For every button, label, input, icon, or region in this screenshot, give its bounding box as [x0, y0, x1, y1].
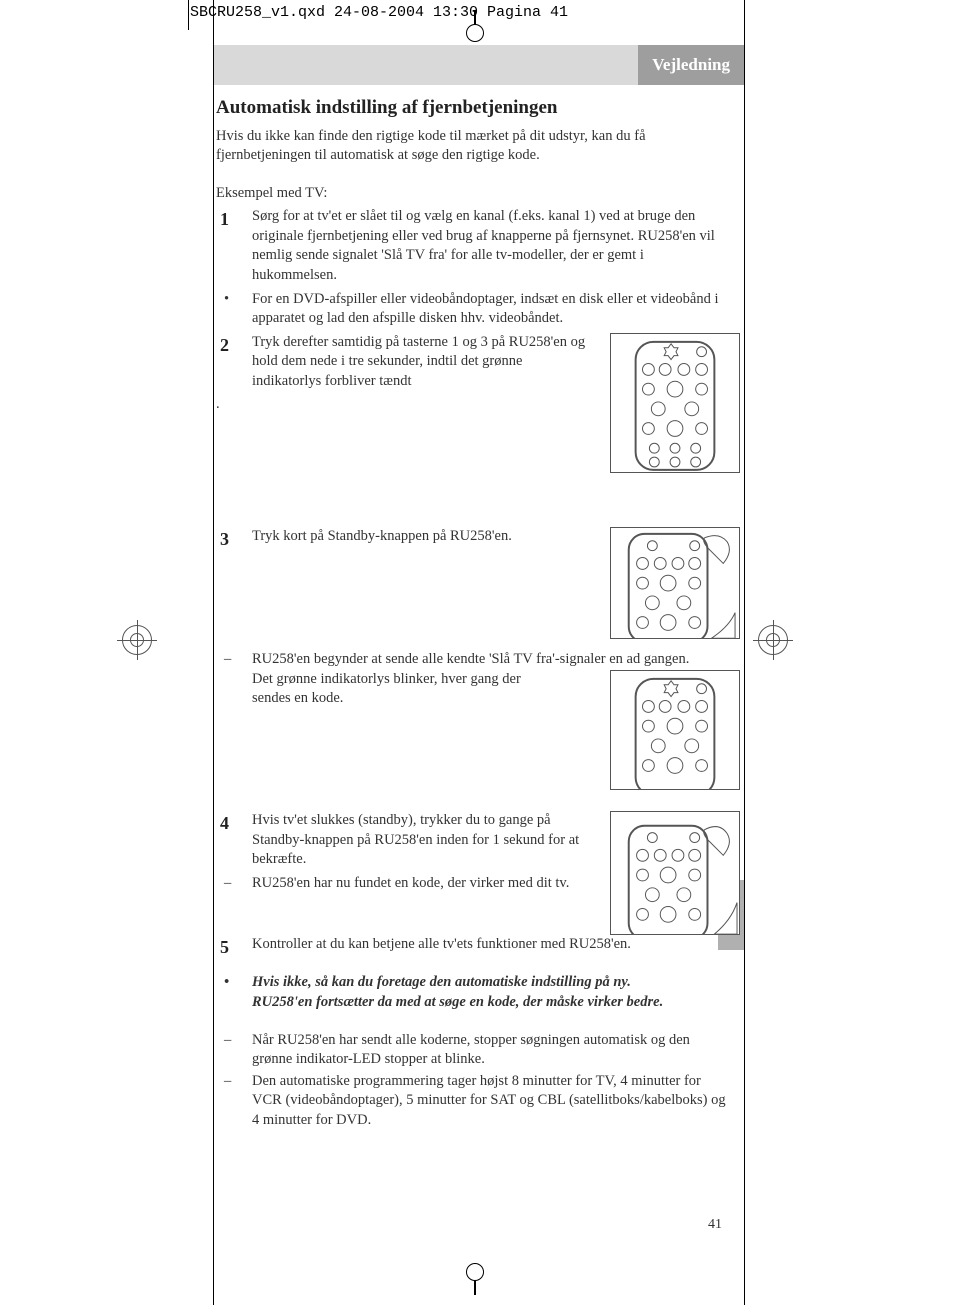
step-number: 1: [216, 207, 252, 285]
step-1: 1 Sørg for at tv'et er slået til og vælg…: [216, 207, 740, 285]
dash-mark: –: [216, 1031, 252, 1070]
bullet-text: For en DVD-afspiller eller videobåndopta…: [252, 290, 732, 329]
dash-body: RU258'en begynder at sende alle kendte '…: [252, 650, 740, 709]
dash-row: – RU258'en begynder at sende alle kendte…: [216, 650, 740, 709]
step-4: 4 Hvis tv'et slukkes (standby), trykker …: [216, 811, 740, 870]
crop-line-right: [744, 0, 745, 1305]
intro-text: Hvis du ikke kan finde den rigtige kode …: [216, 127, 740, 166]
crop-line-left: [213, 0, 214, 1305]
step-3: 3 Tryk kort på Standby-knappen på RU258'…: [216, 527, 740, 551]
remote-hand-illustration: [610, 811, 740, 935]
step-number: 2: [216, 333, 252, 392]
dash-text-line2: Det grønne indikatorlys blinker, hver ga…: [252, 670, 552, 709]
bullet-mark: •: [216, 973, 252, 1012]
step-text: Sørg for at tv'et er slået til og vælg e…: [252, 207, 732, 285]
page-content: Automatisk indstilling af fjernbetjening…: [216, 95, 740, 1132]
step-number: 5: [216, 935, 252, 959]
step-number: 4: [216, 811, 252, 870]
bullet-row: • For en DVD-afspiller eller videobåndop…: [216, 290, 740, 329]
dash-row: – Den automatiske programmering tager hø…: [216, 1072, 740, 1131]
step-text: Kontroller at du kan betjene alle tv'ets…: [252, 935, 732, 959]
dash-mark: –: [216, 874, 252, 894]
bold-bullet-row: • Hvis ikke, så kan du foretage den auto…: [216, 973, 740, 1012]
remote-illustration: [610, 670, 740, 790]
step-5: 5 Kontroller at du kan betjene alle tv'e…: [216, 935, 740, 959]
step-text: Tryk kort på Standby-knappen på RU258'en…: [252, 527, 592, 551]
dash-text: RU258'en har nu fundet en kode, der virk…: [252, 874, 592, 894]
crop-mark-top: [460, 10, 490, 40]
dash-mark: –: [216, 1072, 252, 1131]
step-text: Hvis tv'et slukkes (standby), trykker du…: [252, 811, 592, 870]
example-label: Eksempel med TV:: [216, 184, 740, 204]
section-title: Automatisk indstilling af fjernbetjening…: [216, 95, 740, 121]
crop-mark-bottom: [460, 1265, 490, 1295]
step-2: 2 Tryk derefter samtidig på tasterne 1 o…: [216, 333, 740, 392]
dash-text: Når RU258'en har sendt alle koderne, sto…: [252, 1031, 732, 1070]
crop-line: [188, 0, 189, 30]
dash-row: – Når RU258'en har sendt alle koderne, s…: [216, 1031, 740, 1070]
remote-illustration: [610, 333, 740, 473]
dash-text-line1: RU258'en begynder at sende alle kendte '…: [252, 650, 740, 670]
step-number: 3: [216, 527, 252, 551]
header-tab: Vejledning: [638, 45, 744, 85]
step-text: Tryk derefter samtidig på tasterne 1 og …: [252, 333, 592, 392]
registration-mark-right: [758, 625, 796, 663]
page-number: 41: [708, 1217, 722, 1233]
dash-mark: –: [216, 650, 252, 709]
remote-hand-illustration: [610, 527, 740, 639]
registration-mark-left: [122, 625, 160, 663]
bold-bullet-text: Hvis ikke, så kan du foretage den automa…: [252, 973, 682, 1012]
bullet-mark: •: [216, 290, 252, 329]
dash-text: Den automatiske programmering tager højs…: [252, 1072, 732, 1131]
